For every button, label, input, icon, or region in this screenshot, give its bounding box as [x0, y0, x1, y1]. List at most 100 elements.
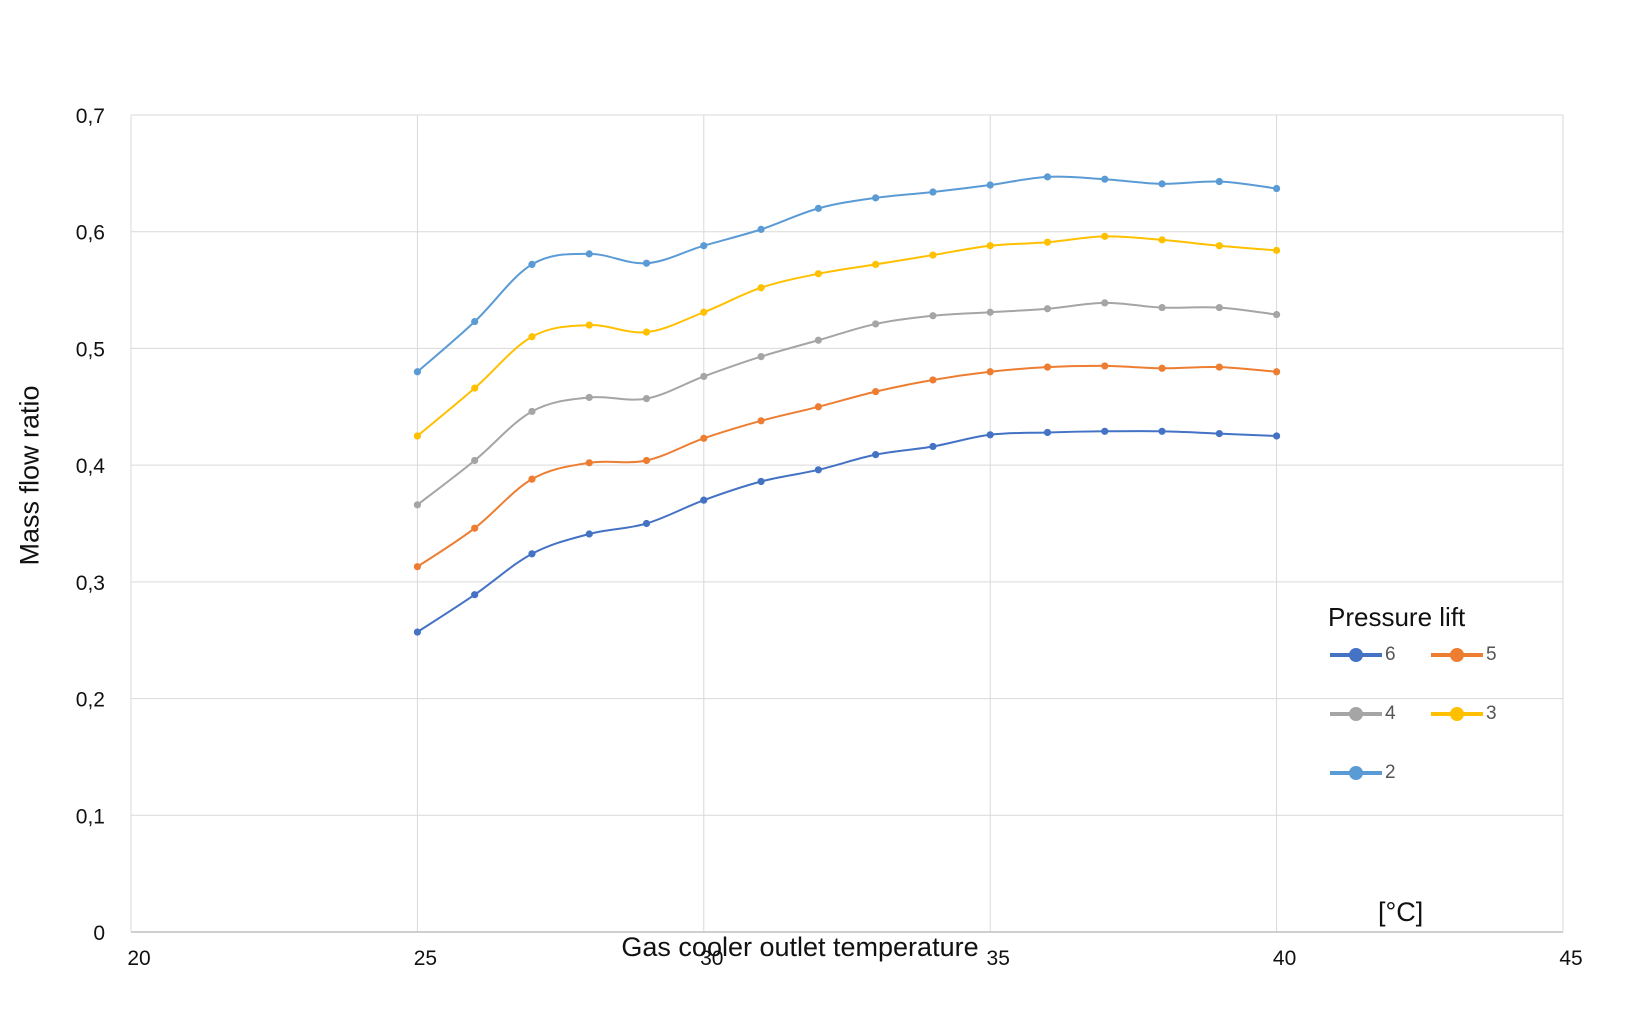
data-point[interactable] [929, 312, 937, 320]
data-point[interactable] [814, 204, 822, 212]
legend-item-4[interactable]: 4 [1330, 702, 1396, 726]
data-point[interactable] [1215, 177, 1223, 186]
data-point[interactable] [413, 432, 421, 440]
data-point[interactable] [814, 466, 822, 474]
legend-marker-icon [1431, 643, 1483, 667]
x-axis-label: Gas cooler outlet temperature [621, 932, 979, 962]
data-point[interactable] [528, 475, 536, 483]
data-point[interactable] [413, 563, 421, 571]
data-point[interactable] [929, 376, 937, 384]
data-point[interactable] [1101, 362, 1109, 370]
data-point[interactable] [471, 384, 479, 392]
data-point[interactable] [585, 393, 593, 402]
y-tick-label: 0,3 [76, 572, 105, 595]
y-tick-label: 0,2 [76, 689, 105, 712]
legend-marker-icon [1330, 702, 1382, 726]
data-point[interactable] [471, 317, 479, 326]
data-point[interactable] [528, 260, 536, 268]
data-point[interactable] [528, 550, 536, 558]
data-point[interactable] [757, 477, 765, 486]
data-point[interactable] [986, 242, 994, 250]
x-tick-label: 45 [1559, 947, 1582, 970]
data-point[interactable] [642, 259, 651, 267]
data-point[interactable] [1158, 303, 1166, 312]
data-point[interactable] [929, 251, 937, 259]
data-point[interactable] [1158, 236, 1166, 244]
data-point[interactable] [814, 403, 822, 411]
data-point[interactable] [757, 225, 765, 233]
data-point[interactable] [585, 459, 593, 467]
legend-item-2[interactable]: 2 [1330, 761, 1396, 785]
x-tick-label: 35 [987, 947, 1010, 970]
data-point[interactable] [700, 308, 708, 316]
data-point[interactable] [700, 242, 708, 250]
y-tick-label: 0,6 [76, 222, 105, 245]
data-point[interactable] [1273, 368, 1281, 376]
data-point[interactable] [471, 456, 479, 465]
data-point[interactable] [642, 328, 651, 336]
data-point[interactable] [872, 194, 880, 202]
data-point[interactable] [1043, 363, 1052, 371]
data-point[interactable] [1215, 303, 1223, 312]
data-point[interactable] [642, 395, 651, 403]
legend-label: 3 [1486, 703, 1497, 724]
data-point[interactable] [413, 501, 421, 509]
data-point[interactable] [1043, 305, 1052, 313]
legend-marker-icon [1330, 761, 1382, 785]
data-point[interactable] [986, 181, 994, 189]
data-point[interactable] [1158, 364, 1166, 372]
data-point[interactable] [986, 308, 994, 316]
data-point[interactable] [528, 333, 536, 341]
data-point[interactable] [1101, 427, 1109, 435]
data-point[interactable] [872, 388, 880, 396]
legend-label: 6 [1385, 644, 1396, 665]
data-point[interactable] [1273, 246, 1281, 254]
data-point[interactable] [1273, 432, 1281, 440]
legend-item-6[interactable]: 6 [1330, 643, 1396, 667]
data-point[interactable] [1273, 310, 1281, 319]
data-point[interactable] [757, 417, 765, 425]
data-point[interactable] [1215, 430, 1223, 438]
legend-marker-icon [1431, 702, 1483, 726]
data-point[interactable] [986, 431, 994, 439]
data-point[interactable] [1101, 232, 1109, 240]
data-point[interactable] [642, 456, 651, 465]
data-point[interactable] [1043, 238, 1052, 246]
data-point[interactable] [700, 496, 708, 504]
y-axis-label: Mass flow ratio [14, 385, 45, 566]
data-point[interactable] [413, 628, 421, 636]
data-point[interactable] [700, 372, 708, 381]
data-point[interactable] [872, 451, 880, 459]
data-point[interactable] [1215, 242, 1223, 250]
data-point[interactable] [528, 407, 536, 416]
data-point[interactable] [1158, 427, 1166, 435]
data-point[interactable] [1101, 299, 1109, 307]
data-point[interactable] [986, 368, 994, 376]
data-point[interactable] [929, 188, 937, 196]
data-point[interactable] [700, 434, 708, 442]
data-point[interactable] [1043, 428, 1052, 437]
data-point[interactable] [1158, 180, 1166, 188]
data-point[interactable] [585, 530, 593, 538]
data-point[interactable] [1273, 184, 1281, 193]
legend-item-5[interactable]: 5 [1431, 643, 1497, 667]
data-point[interactable] [1215, 363, 1223, 371]
data-point[interactable] [1101, 175, 1109, 183]
data-point[interactable] [585, 321, 593, 329]
data-point[interactable] [872, 260, 880, 268]
data-point[interactable] [814, 270, 822, 278]
data-point[interactable] [413, 368, 421, 376]
data-point[interactable] [471, 591, 479, 599]
data-point[interactable] [757, 352, 765, 361]
data-point[interactable] [471, 524, 479, 532]
data-point[interactable] [872, 320, 880, 328]
data-point[interactable] [814, 336, 822, 344]
data-point[interactable] [1043, 173, 1052, 181]
data-point[interactable] [757, 284, 765, 292]
series-4 [413, 299, 1281, 509]
data-point[interactable] [585, 250, 593, 258]
legend-item-3[interactable]: 3 [1431, 702, 1497, 726]
y-tick-label: 0,1 [76, 805, 105, 828]
data-point[interactable] [929, 442, 937, 451]
data-point[interactable] [642, 519, 651, 528]
